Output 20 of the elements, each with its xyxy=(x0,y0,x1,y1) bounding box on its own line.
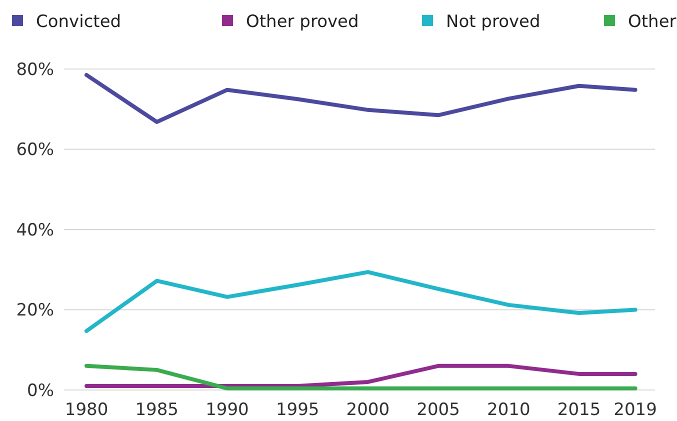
x-tick-label: 1990 xyxy=(206,400,249,420)
x-tick-label: 1980 xyxy=(64,400,108,420)
line-series xyxy=(84,73,638,124)
x-tick-label: 2000 xyxy=(346,400,390,420)
x-tick-label: 2019 xyxy=(614,400,657,420)
legend-label: Not proved xyxy=(446,12,540,32)
y-tick-label: 60% xyxy=(16,140,54,160)
y-tick-label: 80% xyxy=(16,60,54,80)
x-tick-label: 1995 xyxy=(276,400,320,420)
legend-label: Convicted xyxy=(36,12,122,32)
y-tick-label: 40% xyxy=(16,220,54,240)
y-tick-label: 20% xyxy=(16,300,54,321)
legend-label: Other proved xyxy=(246,12,359,32)
y-tick-label: 0% xyxy=(27,380,54,401)
x-tick-label: 1985 xyxy=(135,400,179,420)
x-tick-label: 2015 xyxy=(557,400,601,420)
line-series xyxy=(84,270,638,334)
x-tick-label: 2010 xyxy=(487,400,530,420)
legend-label: Other xyxy=(628,12,676,32)
x-tick-label: 2005 xyxy=(416,400,460,420)
